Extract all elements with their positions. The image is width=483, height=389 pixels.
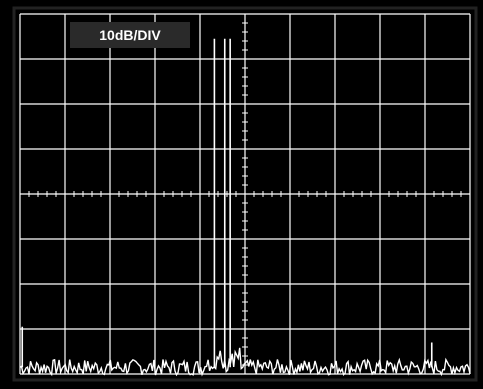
graticule bbox=[19, 13, 471, 375]
trace-layer bbox=[19, 38, 471, 377]
scale-label: 10dB/DIV bbox=[99, 27, 161, 43]
noise-floor-trace bbox=[19, 347, 471, 377]
scale-label-group: 10dB/DIV bbox=[70, 22, 190, 48]
scale-label-box bbox=[70, 22, 190, 48]
